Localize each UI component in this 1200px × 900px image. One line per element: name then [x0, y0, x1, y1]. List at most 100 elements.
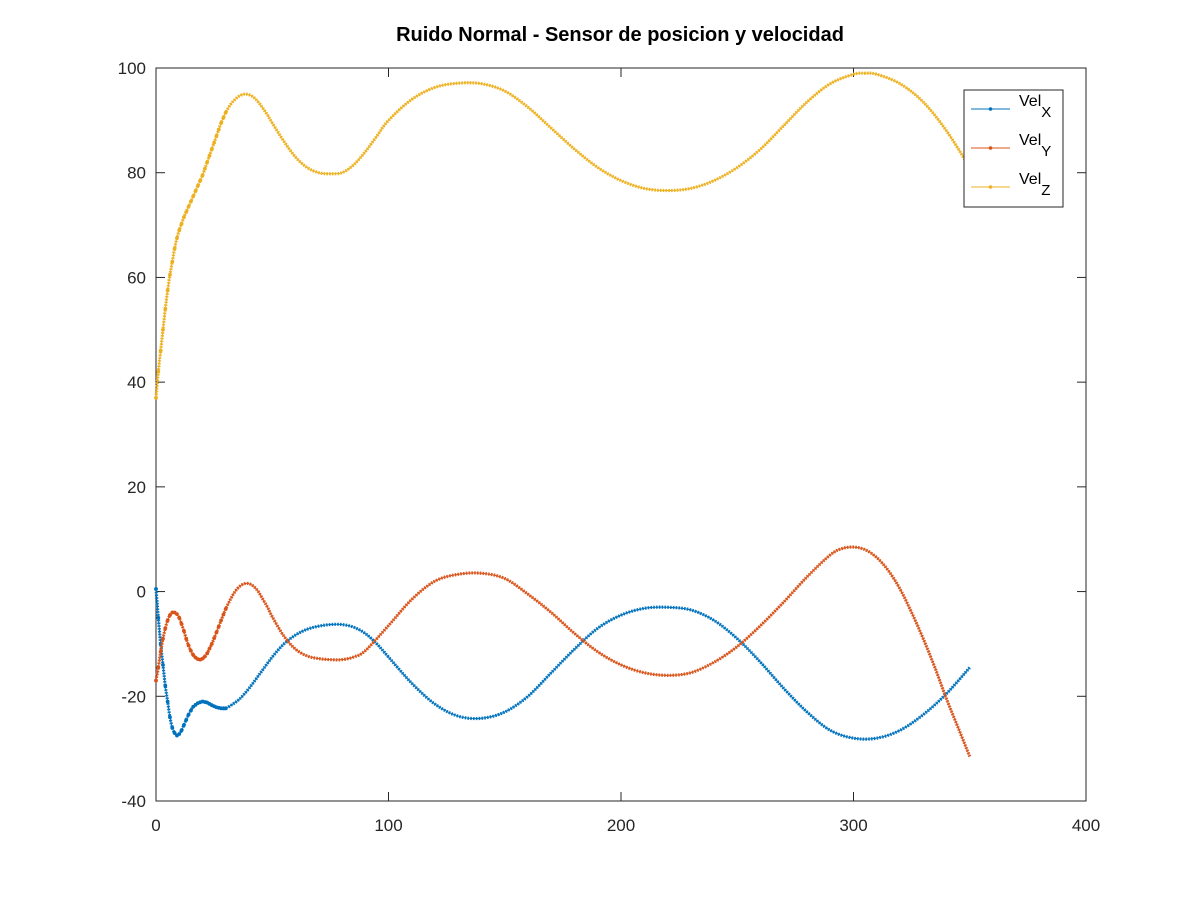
data-point: [188, 199, 193, 204]
data-point: [184, 636, 189, 641]
data-point: [168, 613, 172, 618]
data-point: [188, 708, 193, 713]
legend-label: VelZ: [1019, 171, 1050, 199]
data-point: [216, 624, 221, 629]
data-point: [198, 178, 203, 183]
data-point: [209, 642, 214, 646]
x-tick-label: 300: [839, 816, 867, 835]
y-tick-label: 20: [127, 478, 146, 497]
legend-item-y: VelY: [971, 132, 1051, 160]
data-point: [154, 395, 158, 400]
data-point: [175, 236, 179, 241]
data-point: [200, 173, 205, 178]
x-tick-label: 200: [607, 816, 635, 835]
data-point: [165, 618, 170, 623]
series-y: [154, 545, 972, 758]
x-tick-label: 400: [1072, 816, 1100, 835]
legend-marker: [988, 185, 993, 189]
data-point: [184, 210, 189, 214]
plot-box: [155, 67, 1087, 802]
data-point: [170, 259, 175, 264]
axes: [155, 67, 1087, 802]
data-point: [186, 643, 191, 648]
series-z: [154, 71, 972, 400]
data-point: [161, 327, 165, 332]
legend-label-main: Vel: [1019, 171, 1041, 188]
data-point: [212, 636, 217, 641]
data-point: [188, 648, 193, 653]
data-point: [163, 683, 168, 688]
legend-label-main: Vel: [1019, 93, 1041, 110]
y-tick-label: -40: [121, 792, 146, 811]
data-point: [154, 587, 158, 591]
data-point: [172, 731, 177, 735]
y-tick-label: 80: [127, 164, 146, 183]
series-marker-trail: [154, 588, 971, 741]
data-point: [191, 194, 196, 199]
data-point: [170, 725, 175, 730]
legend-label-sub: Y: [1041, 143, 1051, 160]
data-point: [202, 166, 207, 171]
data-point: [223, 606, 228, 611]
data-point: [221, 115, 226, 120]
data-point: [186, 712, 191, 717]
data-point: [212, 140, 217, 145]
legend-label-sub: X: [1041, 104, 1051, 121]
data-point: [154, 678, 158, 683]
tick-labels: 0 100 200 300 400 -40 -20 0 20 40 60 80 100: [118, 59, 1101, 835]
data-point: [219, 618, 224, 623]
data-point: [177, 732, 182, 736]
y-tick-label: 100: [118, 59, 146, 78]
data-point: [195, 183, 200, 188]
data-point: [158, 649, 163, 654]
data-point: [182, 628, 186, 633]
data-point: [156, 369, 161, 374]
data-point: [168, 272, 172, 277]
series-line: [155, 546, 971, 757]
data-point: [184, 717, 189, 722]
data-point: [214, 134, 219, 138]
data-point: [175, 612, 179, 616]
chart-title: Ruido Normal - Sensor de posicion y velo…: [396, 24, 844, 46]
data-point: [165, 699, 170, 704]
y-tick-label: -20: [121, 687, 146, 706]
y-tick-label: 40: [127, 373, 146, 392]
data-point: [223, 110, 228, 115]
data-point: [177, 228, 182, 233]
data-point: [193, 189, 198, 193]
data-point: [163, 626, 168, 631]
series-line: [155, 588, 971, 740]
data-point: [168, 715, 172, 720]
legend-item-z: VelZ: [971, 171, 1050, 199]
legend-label-sub: Z: [1041, 182, 1050, 199]
data-point: [177, 615, 182, 620]
data-point: [191, 653, 196, 657]
data-point: [163, 306, 168, 311]
data-point: [179, 728, 184, 733]
series-marker-trail: [154, 71, 972, 398]
data-point: [205, 651, 210, 656]
data-point: [202, 654, 207, 659]
legend-label-main: Vel: [1019, 132, 1041, 149]
legend-label: VelX: [1019, 93, 1051, 121]
x-tick-label: 100: [374, 816, 402, 835]
data-point: [182, 215, 186, 220]
legend-item-x: VelX: [971, 93, 1051, 121]
legend-marker: [988, 107, 993, 111]
series-marker-trail: [154, 545, 972, 758]
plot-series: [154, 71, 972, 758]
series-line: [155, 72, 971, 398]
data-point: [214, 630, 219, 635]
data-point: [207, 153, 212, 158]
data-point: [221, 612, 226, 617]
data-point: [158, 348, 163, 353]
legend-label: VelY: [1019, 132, 1051, 160]
data-point: [172, 246, 177, 251]
legend-marker: [988, 146, 993, 150]
data-point: [205, 160, 210, 165]
data-point: [209, 147, 214, 152]
data-point: [161, 636, 165, 641]
data-point: [182, 723, 186, 727]
